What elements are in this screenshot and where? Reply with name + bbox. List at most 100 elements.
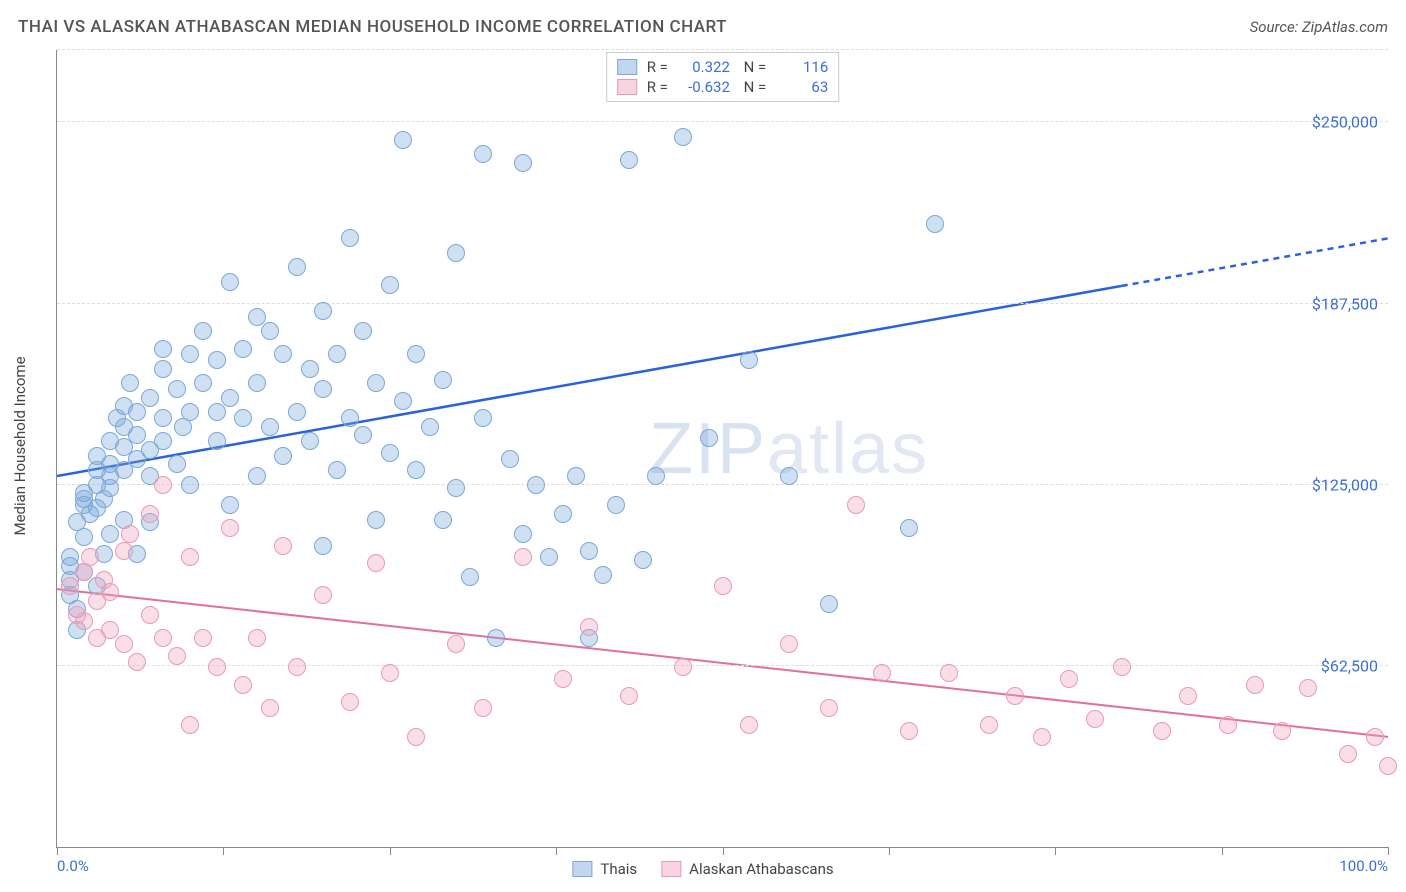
data-point bbox=[1033, 728, 1051, 746]
data-point bbox=[101, 621, 119, 639]
x-tick bbox=[1055, 847, 1056, 855]
data-point bbox=[101, 583, 119, 601]
data-point bbox=[128, 403, 146, 421]
data-point bbox=[447, 479, 465, 497]
swatch-thais bbox=[617, 59, 637, 75]
data-point bbox=[354, 322, 372, 340]
n-value-athabascans: 63 bbox=[776, 78, 828, 96]
data-point bbox=[328, 345, 346, 363]
data-point bbox=[168, 455, 186, 473]
data-point bbox=[314, 302, 332, 320]
data-point bbox=[740, 716, 758, 734]
data-point bbox=[1273, 722, 1291, 740]
y-tick-label: $187,500 bbox=[1312, 294, 1378, 313]
data-point bbox=[514, 548, 532, 566]
trend-lines bbox=[57, 50, 1388, 847]
data-point bbox=[1299, 679, 1317, 697]
gridline bbox=[57, 303, 1388, 304]
data-point bbox=[540, 548, 558, 566]
data-point bbox=[181, 345, 199, 363]
data-point bbox=[181, 716, 199, 734]
data-point bbox=[647, 467, 665, 485]
data-point bbox=[181, 476, 199, 494]
data-point bbox=[141, 505, 159, 523]
r-value-thais: 0.322 bbox=[678, 58, 730, 76]
data-point bbox=[314, 537, 332, 555]
data-point bbox=[394, 392, 412, 410]
data-point bbox=[873, 664, 891, 682]
data-point bbox=[634, 551, 652, 569]
data-point bbox=[780, 467, 798, 485]
data-point bbox=[820, 595, 838, 613]
data-point bbox=[221, 496, 239, 514]
data-point bbox=[514, 525, 532, 543]
n-label: N = bbox=[740, 58, 766, 76]
data-point bbox=[274, 345, 292, 363]
data-point bbox=[514, 154, 532, 172]
data-point bbox=[154, 476, 172, 494]
data-point bbox=[341, 693, 359, 711]
data-point bbox=[421, 418, 439, 436]
data-point bbox=[567, 467, 585, 485]
data-point bbox=[274, 537, 292, 555]
data-point bbox=[168, 647, 186, 665]
swatch-athabascans-bottom bbox=[661, 861, 681, 877]
data-point bbox=[1366, 728, 1384, 746]
data-point bbox=[234, 409, 252, 427]
data-point bbox=[154, 340, 172, 358]
data-point bbox=[847, 496, 865, 514]
data-point bbox=[341, 229, 359, 247]
data-point bbox=[115, 542, 133, 560]
legend-label-athabascans: Alaskan Athabascans bbox=[689, 860, 833, 878]
data-point bbox=[261, 322, 279, 340]
data-point bbox=[580, 542, 598, 560]
y-tick-label: $62,500 bbox=[1321, 656, 1378, 675]
data-point bbox=[75, 528, 93, 546]
data-point bbox=[367, 374, 385, 392]
data-point bbox=[121, 525, 139, 543]
y-tick-label: $250,000 bbox=[1312, 113, 1378, 132]
data-point bbox=[501, 450, 519, 468]
data-point bbox=[714, 577, 732, 595]
data-point bbox=[1006, 687, 1024, 705]
data-point bbox=[447, 244, 465, 262]
data-point bbox=[1179, 687, 1197, 705]
data-point bbox=[248, 629, 266, 647]
data-point bbox=[301, 432, 319, 450]
data-point bbox=[740, 351, 758, 369]
data-point bbox=[1339, 745, 1357, 763]
data-point bbox=[301, 360, 319, 378]
watermark-part1: ZIP bbox=[649, 409, 767, 489]
data-point bbox=[248, 467, 266, 485]
correlation-legend: R = 0.322 N = 116 R = -0.632 N = 63 bbox=[606, 52, 840, 102]
series-legend: Thais Alaskan Athabascans bbox=[572, 860, 833, 878]
data-point bbox=[554, 670, 572, 688]
legend-label-thais: Thais bbox=[600, 860, 637, 878]
x-tick bbox=[889, 847, 890, 855]
data-point bbox=[407, 728, 425, 746]
chart-title: THAI VS ALASKAN ATHABASCAN MEDIAN HOUSEH… bbox=[18, 17, 727, 37]
n-value-thais: 116 bbox=[776, 58, 828, 76]
data-point bbox=[367, 511, 385, 529]
data-point bbox=[154, 360, 172, 378]
data-point bbox=[381, 444, 399, 462]
x-tick-label: 0.0% bbox=[57, 857, 89, 875]
data-point bbox=[288, 258, 306, 276]
data-point bbox=[554, 505, 572, 523]
data-point bbox=[154, 409, 172, 427]
data-point bbox=[367, 554, 385, 572]
r-label: R = bbox=[647, 78, 668, 96]
data-point bbox=[208, 432, 226, 450]
y-tick-label: $125,000 bbox=[1312, 475, 1378, 494]
data-point bbox=[221, 389, 239, 407]
source-label: Source: ZipAtlas.com bbox=[1250, 18, 1388, 36]
data-point bbox=[208, 351, 226, 369]
data-point bbox=[208, 658, 226, 676]
data-point bbox=[394, 131, 412, 149]
data-point bbox=[328, 461, 346, 479]
data-point bbox=[248, 308, 266, 326]
data-point bbox=[181, 548, 199, 566]
data-point bbox=[194, 629, 212, 647]
data-point bbox=[1060, 670, 1078, 688]
data-point bbox=[128, 426, 146, 444]
